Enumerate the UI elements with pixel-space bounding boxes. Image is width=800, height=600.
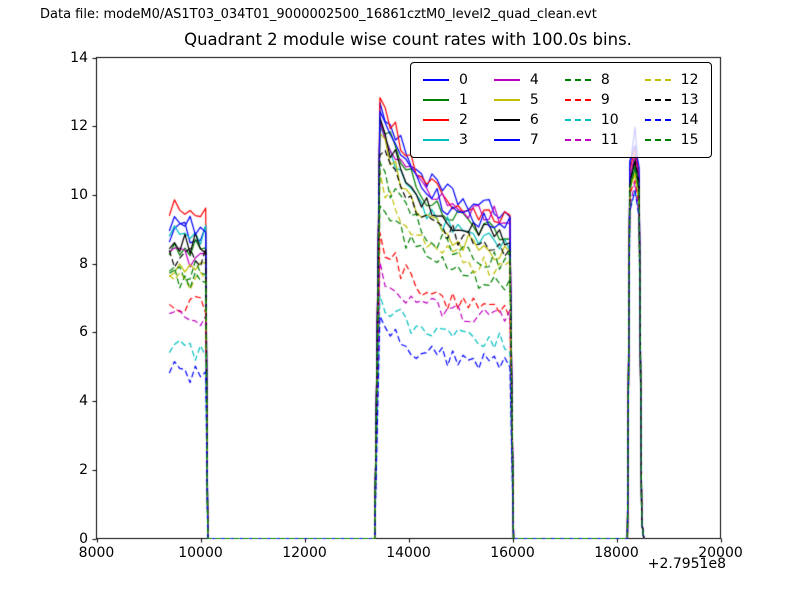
legend-line-sample	[493, 99, 520, 101]
x-axis-offset-label: +2.7951e8	[647, 556, 726, 572]
legend-line-sample	[644, 99, 671, 101]
legend-line-sample	[564, 119, 591, 121]
x-tick-label: 10000	[178, 545, 223, 561]
legend-label: 2	[459, 112, 468, 128]
legend-line-sample	[423, 139, 449, 141]
y-tick-label: 10	[70, 186, 88, 203]
legend-item-8: 8	[564, 70, 619, 90]
legend-line-sample	[493, 139, 520, 141]
x-tick-label: 8000	[78, 545, 115, 561]
chart-title: Quadrant 2 module wise count rates with …	[184, 30, 632, 49]
legend-item-11: 11	[564, 130, 619, 150]
legend-line-sample	[644, 139, 671, 141]
y-tick-label: 14	[70, 49, 88, 66]
legend-label: 13	[680, 92, 699, 108]
legend-item-9: 9	[564, 90, 619, 110]
legend-item-14: 14	[644, 110, 699, 130]
legend: 0 1 2 3 4 5 6 7 8 9 10 11 12 13 14 15	[410, 62, 712, 158]
legend-line-sample	[423, 99, 449, 101]
legend-item-0: 0	[423, 70, 468, 90]
legend-item-1: 1	[423, 90, 468, 110]
legend-label: 4	[529, 72, 539, 88]
legend-item-15: 15	[644, 130, 699, 150]
y-tick-label: 6	[79, 324, 88, 341]
legend-label: 11	[600, 132, 619, 148]
legend-line-sample	[423, 119, 449, 121]
legend-label: 7	[529, 132, 539, 148]
legend-label: 5	[529, 92, 539, 108]
x-tick-label: 20000	[698, 545, 743, 561]
legend-line-sample	[423, 79, 449, 81]
legend-item-12: 12	[644, 70, 699, 90]
data-file-label: Data file: modeM0/AS1T03_034T01_90000025…	[40, 7, 597, 22]
x-tick-label: 14000	[386, 545, 431, 561]
y-tick-label: 0	[79, 530, 88, 547]
legend-line-sample	[644, 119, 671, 121]
legend-line-sample	[564, 99, 591, 101]
legend-item-10: 10	[564, 110, 619, 130]
y-tick-label: 4	[79, 393, 88, 410]
legend-label: 15	[680, 132, 699, 148]
legend-label: 12	[680, 72, 699, 88]
legend-item-6: 6	[493, 110, 539, 130]
y-tick-label: 8	[79, 255, 88, 272]
x-tick-label: 12000	[282, 545, 327, 561]
x-tick-label: 18000	[594, 545, 639, 561]
legend-item-2: 2	[423, 110, 468, 130]
y-tick-label: 2	[79, 461, 88, 478]
legend-line-sample	[564, 79, 591, 81]
legend-label: 3	[459, 132, 468, 148]
legend-item-3: 3	[423, 130, 468, 150]
x-tick-label: 16000	[490, 545, 535, 561]
legend-item-7: 7	[493, 130, 539, 150]
legend-line-sample	[493, 79, 520, 81]
legend-label: 6	[529, 112, 539, 128]
legend-item-5: 5	[493, 90, 539, 110]
legend-line-sample	[493, 119, 520, 121]
legend-item-4: 4	[493, 70, 539, 90]
legend-label: 9	[600, 92, 610, 108]
legend-line-sample	[644, 79, 671, 81]
legend-line-sample	[564, 139, 591, 141]
legend-label: 10	[600, 112, 619, 128]
legend-label: 8	[600, 72, 610, 88]
legend-item-13: 13	[644, 90, 699, 110]
legend-label: 0	[459, 72, 468, 88]
y-tick-label: 12	[70, 118, 88, 135]
legend-label: 14	[680, 112, 699, 128]
legend-label: 1	[459, 92, 468, 108]
